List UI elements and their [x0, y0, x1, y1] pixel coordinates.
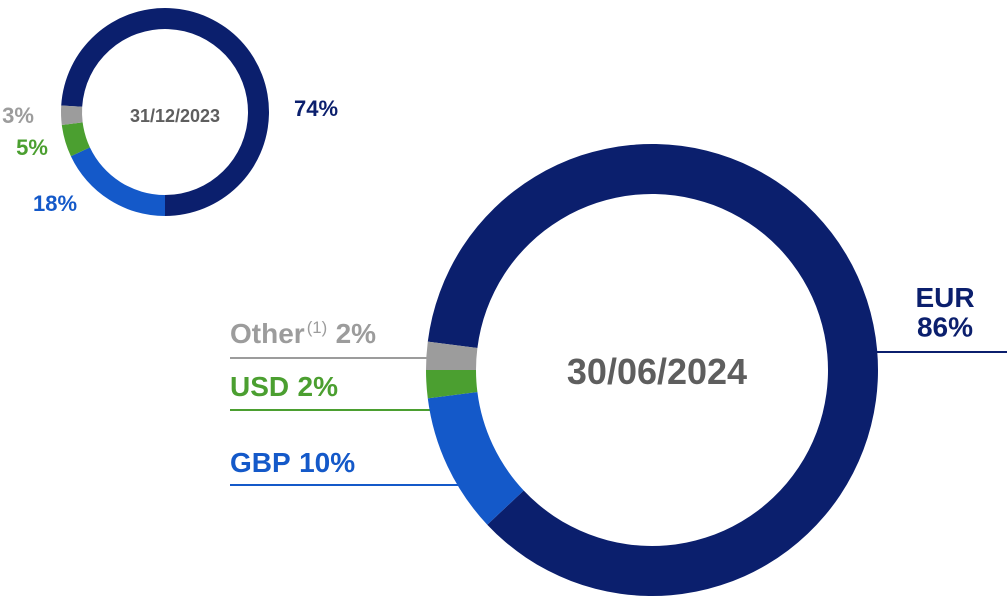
category-name: EUR	[915, 282, 974, 313]
donut-chart: 31/12/2023 74% 18% 5% 3%	[2, 8, 338, 217]
value-label: 18%	[33, 191, 77, 216]
value-label: 3%	[2, 103, 34, 128]
donut-center-title: 30/06/2024	[567, 351, 747, 392]
segment-label: USD 2%	[230, 371, 338, 402]
donut-center-title: 31/12/2023	[130, 106, 220, 126]
donut-segment	[61, 105, 83, 126]
leader-lines	[230, 351, 1007, 486]
segment-label: 18%	[33, 191, 77, 216]
donut-segment	[61, 122, 90, 157]
segment-label: 5%	[16, 135, 48, 160]
donut-segment	[426, 370, 478, 399]
donut-segment	[426, 341, 478, 370]
segment-label: Other (1) 2%	[230, 318, 376, 349]
segment-label: GBP 10%	[230, 447, 355, 478]
value-label: 2%	[336, 318, 377, 349]
category-name: USD	[230, 371, 289, 402]
category-name: GBP	[230, 447, 291, 478]
value-label: 86%	[917, 311, 973, 342]
value-label: 74%	[294, 96, 338, 121]
value-label: 5%	[16, 135, 48, 160]
footnote-marker: (1)	[307, 318, 328, 337]
donut-chart: 30/06/2024 EUR 86% GBP 10% USD 2% Other (1) 2%	[230, 143, 975, 596]
value-label: 10%	[299, 447, 355, 478]
segment-label: 74%	[294, 96, 338, 121]
value-label: 2%	[298, 371, 339, 402]
segment-label: EUR 86%	[915, 282, 974, 342]
segment-label: 3%	[2, 103, 34, 128]
donut-segment	[427, 392, 524, 525]
category-name: Other	[230, 318, 305, 349]
donut-segment	[70, 147, 165, 216]
